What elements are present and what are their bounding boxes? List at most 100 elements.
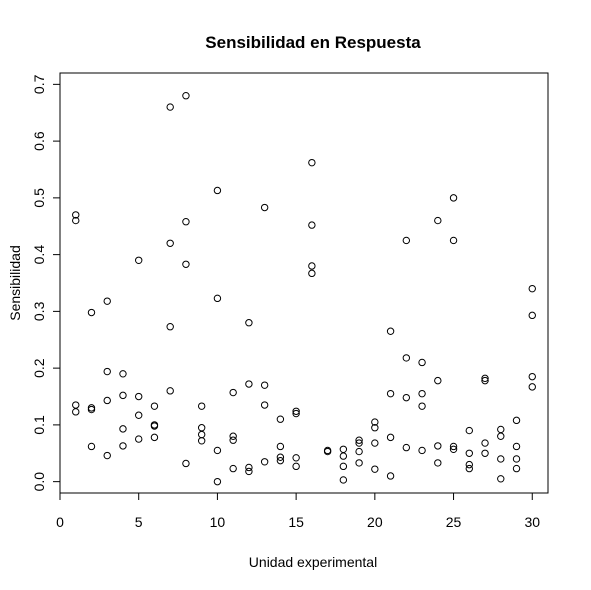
data-point xyxy=(213,446,222,455)
data-point xyxy=(72,211,80,219)
data-point xyxy=(229,432,237,440)
data-point xyxy=(260,381,269,389)
data-point xyxy=(213,477,222,486)
data-point xyxy=(135,411,143,419)
data-point xyxy=(135,435,143,443)
data-point xyxy=(260,401,269,409)
x-tick-label: 30 xyxy=(524,514,540,530)
data-point xyxy=(213,294,222,303)
data-point xyxy=(418,446,426,455)
data-point xyxy=(292,454,300,462)
data-point xyxy=(386,327,395,335)
data-point xyxy=(150,422,159,430)
y-tick-label: 0.2 xyxy=(31,358,47,378)
data-point xyxy=(103,297,111,305)
data-point xyxy=(197,430,206,439)
data-point xyxy=(371,439,379,447)
data-point xyxy=(166,239,174,247)
data-point xyxy=(371,418,379,426)
y-tick-label: 0.5 xyxy=(31,188,47,208)
data-point xyxy=(497,425,505,434)
data-point xyxy=(103,367,111,376)
data-point xyxy=(386,472,395,480)
data-point xyxy=(119,391,127,400)
data-point xyxy=(260,203,269,212)
data-point xyxy=(213,186,222,195)
data-points xyxy=(72,92,536,486)
data-point xyxy=(449,236,458,245)
data-point xyxy=(72,401,80,409)
data-point xyxy=(449,445,458,453)
data-point xyxy=(245,467,253,476)
x-axis: 0 5 10 15 20 25 30 xyxy=(56,492,540,530)
chart-title: Sensibilidad en Respuesta xyxy=(205,33,421,52)
data-point xyxy=(182,459,190,468)
data-point xyxy=(166,103,174,111)
data-point xyxy=(371,465,379,473)
data-point xyxy=(166,323,174,331)
data-point xyxy=(528,383,536,391)
data-point xyxy=(386,433,395,442)
data-point xyxy=(87,308,96,317)
data-point xyxy=(339,445,348,453)
data-point xyxy=(229,388,237,397)
data-point xyxy=(512,464,521,473)
data-point xyxy=(528,284,536,293)
data-point xyxy=(135,392,143,401)
y-tick-label: 0.1 xyxy=(31,415,47,435)
data-point xyxy=(87,442,96,451)
data-point xyxy=(166,387,174,395)
y-tick-label: 0.3 xyxy=(31,301,47,321)
data-point xyxy=(323,447,332,456)
data-point xyxy=(418,358,426,367)
data-point xyxy=(481,449,489,457)
x-tick-label: 10 xyxy=(210,514,226,530)
data-point xyxy=(371,424,379,432)
y-tick-label: 0.7 xyxy=(31,74,47,94)
data-point xyxy=(308,262,316,270)
data-point xyxy=(512,442,521,451)
data-point xyxy=(402,443,411,452)
data-point xyxy=(339,462,348,471)
data-point xyxy=(150,433,159,442)
data-point xyxy=(182,218,190,226)
data-point xyxy=(386,389,395,398)
data-point xyxy=(197,437,206,445)
data-point xyxy=(276,453,285,461)
data-point xyxy=(197,402,206,410)
data-point xyxy=(497,432,505,440)
data-point xyxy=(528,311,536,320)
data-point xyxy=(150,402,159,410)
data-point xyxy=(402,236,411,245)
x-tick-label: 20 xyxy=(367,514,383,530)
data-point xyxy=(481,374,489,383)
data-point xyxy=(497,475,505,483)
data-point xyxy=(292,409,300,418)
data-point xyxy=(402,354,411,362)
data-point xyxy=(276,456,285,465)
data-point xyxy=(465,460,473,469)
data-point xyxy=(465,464,473,473)
data-point xyxy=(72,408,80,416)
data-point xyxy=(528,372,536,381)
data-point xyxy=(87,405,96,414)
x-tick-label: 0 xyxy=(56,514,64,530)
data-point xyxy=(434,442,442,450)
data-point xyxy=(182,92,190,100)
data-point xyxy=(245,380,253,388)
data-point xyxy=(229,464,237,473)
data-point xyxy=(197,424,206,432)
x-tick-label: 15 xyxy=(288,514,304,530)
y-tick-label: 0.0 xyxy=(31,472,47,492)
data-point xyxy=(449,194,458,202)
x-axis-label: Unidad experimental xyxy=(249,554,377,570)
data-point xyxy=(308,269,316,278)
y-tick-label: 0.6 xyxy=(31,131,47,151)
data-point xyxy=(481,376,489,385)
data-point xyxy=(292,462,300,471)
data-point xyxy=(449,442,458,451)
data-point xyxy=(276,415,285,423)
data-point xyxy=(308,158,316,167)
data-point xyxy=(229,436,237,444)
